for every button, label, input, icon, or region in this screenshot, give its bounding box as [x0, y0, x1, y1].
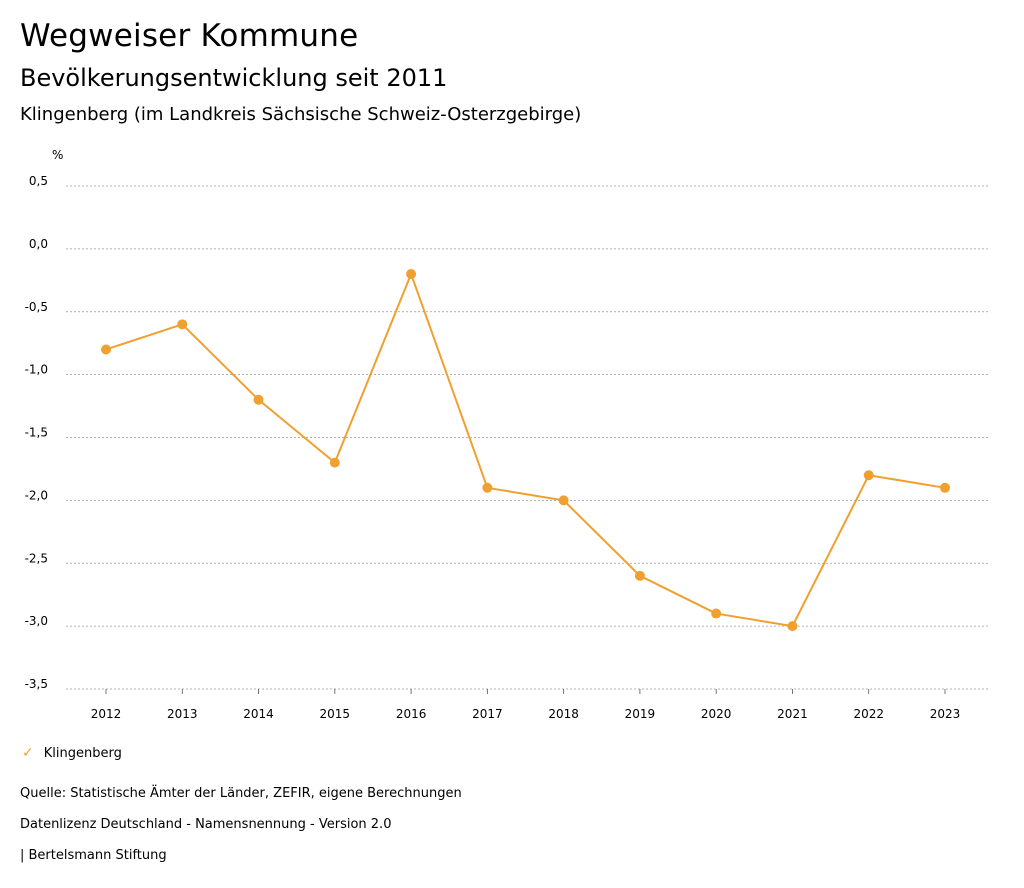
data-point[interactable] — [634, 570, 645, 581]
y-tick-label: -0,5 — [25, 300, 48, 314]
x-axis: 2012 2013 2014 2015 2016 2017 2018 2019 2020 2021… — [91, 689, 961, 721]
y-tick-label: -1,5 — [25, 426, 48, 440]
publisher-note: | Bertelsmann Stiftung — [20, 848, 167, 863]
y-tick-label: -3,5 — [25, 677, 48, 691]
y-tick-label: -2,0 — [25, 488, 48, 502]
x-tick-label: 2023 — [930, 707, 961, 721]
x-tick-label: 2019 — [625, 707, 656, 721]
x-tick-label: 2012 — [91, 707, 122, 721]
line-chart: % 0,5 0,0 -0,5 -1,0 -1,5 -2,0 -2,5 -3,0 -3,5 201… — [25, 148, 990, 721]
x-tick-label: 2020 — [701, 707, 732, 721]
data-point[interactable] — [101, 344, 111, 355]
x-tick-label: 2014 — [243, 707, 274, 721]
data-point[interactable] — [787, 621, 798, 632]
legend[interactable]: ✓ Klingenberg — [22, 745, 122, 761]
source-note: Quelle: Statistische Ämter der Länder, Z… — [20, 786, 462, 801]
data-point[interactable] — [711, 608, 722, 619]
data-point[interactable] — [863, 470, 874, 481]
data-point[interactable] — [482, 482, 493, 493]
x-tick-label: 2016 — [396, 707, 427, 721]
x-tick-label: 2013 — [167, 707, 198, 721]
data-point[interactable] — [177, 319, 188, 330]
data-point[interactable] — [940, 482, 950, 493]
data-point[interactable] — [329, 457, 340, 468]
gridlines — [66, 185, 990, 690]
license-note: Datenlizenz Deutschland - Namensnennung … — [20, 817, 392, 832]
data-point[interactable] — [558, 495, 569, 506]
legend-label: Klingenberg — [43, 745, 122, 761]
y-axis-unit: % — [52, 148, 63, 162]
x-tick-label: 2021 — [777, 707, 808, 721]
x-tick-label: 2018 — [548, 707, 579, 721]
x-tick-label: 2015 — [320, 707, 351, 721]
series-klingenberg — [101, 269, 950, 632]
series-line — [105, 273, 946, 628]
chart-subtitle: Bevölkerungsentwicklung seit 2011 — [20, 64, 448, 92]
region-label: Klingenberg (im Landkreis Sächsische Sch… — [20, 104, 582, 125]
y-tick-label: -3,0 — [25, 614, 48, 628]
y-tick-label: -1,0 — [25, 363, 48, 377]
y-tick-label: 0,0 — [29, 237, 48, 251]
check-icon: ✓ — [22, 745, 34, 761]
y-tick-label: -2,5 — [25, 551, 48, 565]
x-tick-label: 2017 — [472, 707, 503, 721]
x-tick-label: 2022 — [853, 707, 884, 721]
data-point[interactable] — [253, 394, 264, 405]
y-tick-label: 0,5 — [29, 174, 48, 188]
page-title: Wegweiser Kommune — [20, 18, 359, 54]
data-point[interactable] — [406, 269, 417, 280]
y-tick-labels: 0,5 0,0 -0,5 -1,0 -1,5 -2,0 -2,5 -3,0 -3,5 — [25, 174, 48, 691]
